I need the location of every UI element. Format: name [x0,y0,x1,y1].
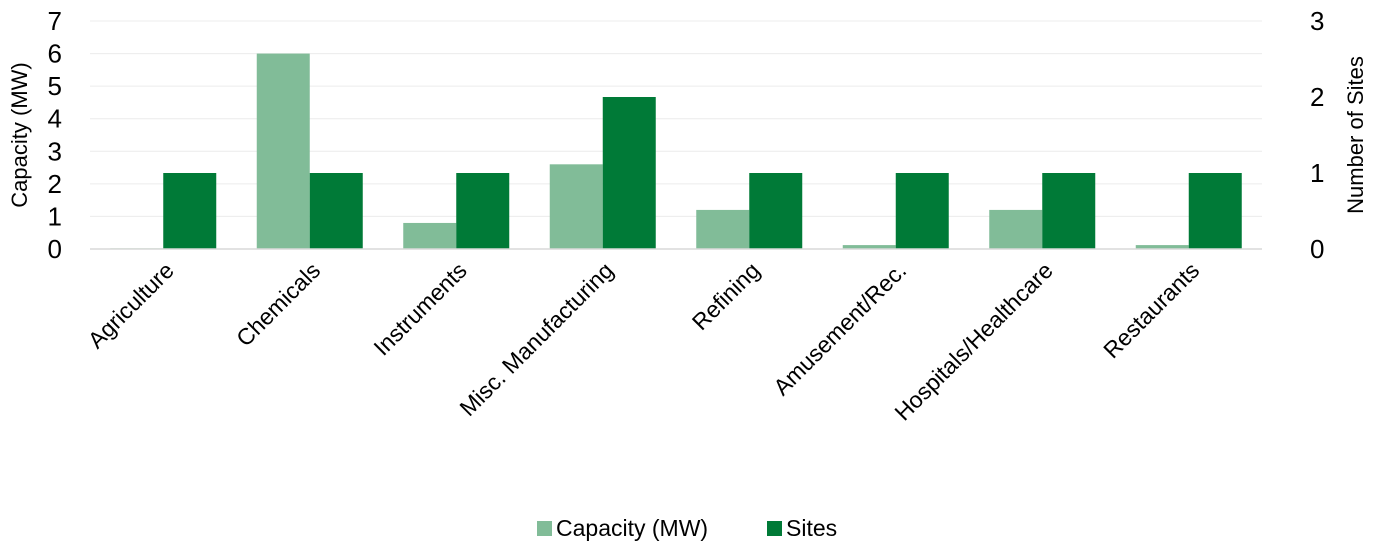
legend-label-sites: Sites [786,515,837,541]
left-tick-label: 5 [48,71,62,101]
right-tick-label: 0 [1310,234,1324,264]
bar-sites [309,173,363,249]
left-tick-label: 4 [48,104,62,134]
bar-capacity [1135,245,1189,249]
legend-swatch-sites [767,521,782,536]
left-tick-label: 6 [48,39,62,69]
bar-capacity [403,222,457,249]
right-tick-label: 2 [1310,82,1324,112]
legend: Capacity (MW) Sites [537,515,837,541]
bar-capacity [549,164,603,249]
bar-sites [456,173,510,249]
legend-label-capacity: Capacity (MW) [556,515,708,541]
category-label: Hospitals/Healthcare [889,257,1057,425]
left-tick-label: 7 [48,6,62,36]
right-axis-ticks: 0 1 2 3 [1310,6,1324,264]
legend-swatch-capacity [537,521,552,536]
left-axis-title: Capacity (MW) [7,62,32,207]
category-label: Refining [687,257,765,335]
bar-sites [749,173,803,249]
bar-sites [895,173,949,249]
right-axis-title: Number of Sites [1343,56,1368,214]
left-tick-label: 3 [48,136,62,166]
bar-sites [163,173,217,249]
bar-sites [1042,173,1096,249]
bar-sites [602,97,656,249]
category-label: Restaurants [1098,257,1204,363]
bar-capacity [989,209,1043,249]
category-label: Instruments [368,257,471,360]
left-tick-label: 2 [48,169,62,199]
right-tick-label: 1 [1310,158,1324,188]
category-label: Amusement/Rec. [768,257,911,400]
bars [110,53,1242,250]
left-tick-label: 1 [48,201,62,231]
bar-capacity [842,245,896,249]
left-tick-label: 0 [48,234,62,264]
bar-capacity [256,53,310,250]
category-label: Misc. Manufacturing [454,257,618,421]
bar-sites [1188,173,1242,249]
bar-capacity [696,209,750,249]
category-label: Chemicals [231,257,325,351]
category-label: Agriculture [83,257,179,353]
right-tick-label: 3 [1310,6,1324,36]
